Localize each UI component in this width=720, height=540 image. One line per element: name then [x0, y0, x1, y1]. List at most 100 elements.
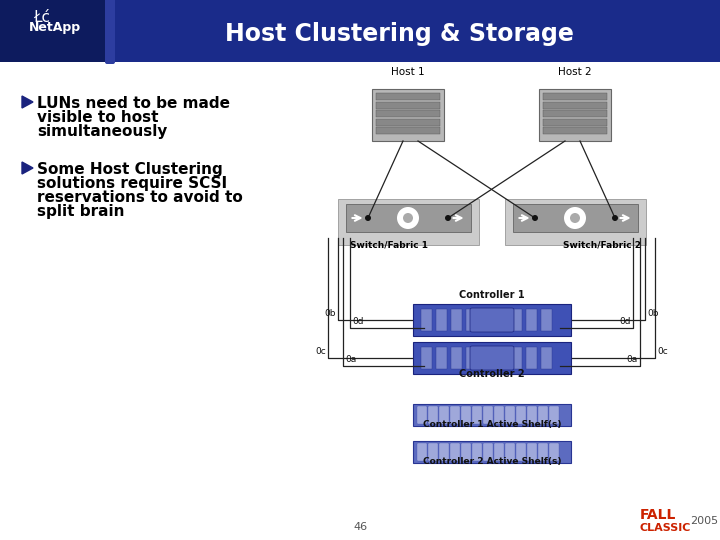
FancyBboxPatch shape [483, 443, 493, 461]
Text: CLASSIC: CLASSIC [640, 523, 691, 533]
FancyBboxPatch shape [428, 443, 438, 461]
FancyBboxPatch shape [466, 347, 477, 369]
FancyBboxPatch shape [413, 342, 571, 374]
Text: Controller 2: Controller 2 [459, 369, 525, 379]
Text: Host Clustering & Storage: Host Clustering & Storage [225, 22, 574, 46]
FancyBboxPatch shape [483, 406, 493, 424]
Text: Switch/Fabric 1: Switch/Fabric 1 [350, 240, 428, 249]
Text: 2005: 2005 [690, 516, 718, 526]
FancyBboxPatch shape [413, 404, 571, 426]
FancyBboxPatch shape [105, 0, 115, 64]
Circle shape [365, 215, 371, 221]
FancyBboxPatch shape [436, 309, 447, 331]
Text: NetApp: NetApp [29, 22, 81, 35]
FancyBboxPatch shape [539, 89, 611, 141]
FancyBboxPatch shape [543, 102, 607, 109]
FancyBboxPatch shape [511, 347, 522, 369]
Text: reservations to avoid to: reservations to avoid to [37, 190, 243, 205]
Text: FALL: FALL [640, 508, 676, 522]
FancyBboxPatch shape [0, 0, 720, 62]
Circle shape [564, 207, 586, 229]
Text: 0b: 0b [325, 309, 336, 318]
Text: split brain: split brain [37, 204, 125, 219]
FancyBboxPatch shape [494, 443, 504, 461]
FancyBboxPatch shape [543, 93, 607, 100]
Text: 0d: 0d [619, 317, 631, 326]
FancyBboxPatch shape [538, 443, 548, 461]
FancyBboxPatch shape [513, 204, 637, 232]
Text: Controller 1 Active Shelf(s): Controller 1 Active Shelf(s) [423, 420, 562, 429]
Text: Łć: Łć [34, 10, 50, 25]
FancyBboxPatch shape [505, 443, 515, 461]
Text: simultaneously: simultaneously [37, 124, 167, 139]
FancyBboxPatch shape [372, 89, 444, 141]
FancyBboxPatch shape [417, 406, 427, 424]
FancyBboxPatch shape [472, 406, 482, 424]
FancyBboxPatch shape [549, 406, 559, 424]
Text: Some Host Clustering: Some Host Clustering [37, 162, 222, 177]
Circle shape [403, 213, 413, 223]
FancyBboxPatch shape [496, 347, 507, 369]
FancyBboxPatch shape [472, 443, 482, 461]
FancyBboxPatch shape [0, 62, 720, 540]
Text: Host 2: Host 2 [558, 67, 592, 77]
FancyBboxPatch shape [466, 309, 477, 331]
FancyBboxPatch shape [376, 93, 440, 100]
FancyBboxPatch shape [481, 309, 492, 331]
Text: 0b: 0b [647, 309, 659, 318]
FancyBboxPatch shape [417, 443, 427, 461]
FancyBboxPatch shape [541, 309, 552, 331]
FancyBboxPatch shape [526, 347, 537, 369]
FancyBboxPatch shape [436, 347, 447, 369]
Text: 0c: 0c [315, 347, 326, 356]
FancyBboxPatch shape [527, 406, 537, 424]
FancyBboxPatch shape [527, 443, 537, 461]
Text: solutions require SCSI: solutions require SCSI [37, 176, 227, 191]
Circle shape [445, 215, 451, 221]
Polygon shape [22, 96, 33, 108]
Circle shape [570, 213, 580, 223]
FancyBboxPatch shape [376, 110, 440, 117]
Text: Host 1: Host 1 [391, 67, 425, 77]
FancyBboxPatch shape [376, 127, 440, 134]
FancyBboxPatch shape [450, 406, 460, 424]
FancyBboxPatch shape [549, 443, 559, 461]
FancyBboxPatch shape [439, 443, 449, 461]
Text: Controller 2 Active Shelf(s): Controller 2 Active Shelf(s) [423, 457, 562, 466]
Text: Controller 1: Controller 1 [459, 290, 525, 300]
Circle shape [532, 215, 538, 221]
FancyBboxPatch shape [461, 443, 471, 461]
FancyBboxPatch shape [526, 309, 537, 331]
FancyBboxPatch shape [376, 102, 440, 109]
FancyBboxPatch shape [439, 406, 449, 424]
FancyBboxPatch shape [470, 308, 514, 332]
Circle shape [612, 215, 618, 221]
FancyBboxPatch shape [338, 199, 479, 245]
Text: 0a: 0a [345, 355, 356, 364]
FancyBboxPatch shape [511, 309, 522, 331]
FancyBboxPatch shape [421, 347, 432, 369]
FancyBboxPatch shape [470, 346, 514, 370]
FancyBboxPatch shape [538, 406, 548, 424]
Circle shape [397, 207, 419, 229]
FancyBboxPatch shape [0, 0, 112, 62]
Text: LUNs need to be made: LUNs need to be made [37, 96, 230, 111]
FancyBboxPatch shape [461, 406, 471, 424]
FancyBboxPatch shape [451, 309, 462, 331]
FancyBboxPatch shape [428, 406, 438, 424]
FancyBboxPatch shape [541, 347, 552, 369]
FancyBboxPatch shape [110, 0, 720, 62]
FancyBboxPatch shape [516, 406, 526, 424]
FancyBboxPatch shape [496, 309, 507, 331]
Text: 0d: 0d [352, 317, 364, 326]
Text: Switch/Fabric 2: Switch/Fabric 2 [563, 240, 641, 249]
FancyBboxPatch shape [376, 118, 440, 125]
FancyBboxPatch shape [346, 204, 470, 232]
FancyBboxPatch shape [543, 118, 607, 125]
FancyBboxPatch shape [451, 347, 462, 369]
FancyBboxPatch shape [450, 443, 460, 461]
FancyBboxPatch shape [481, 347, 492, 369]
FancyBboxPatch shape [494, 406, 504, 424]
FancyBboxPatch shape [543, 127, 607, 134]
FancyBboxPatch shape [516, 443, 526, 461]
